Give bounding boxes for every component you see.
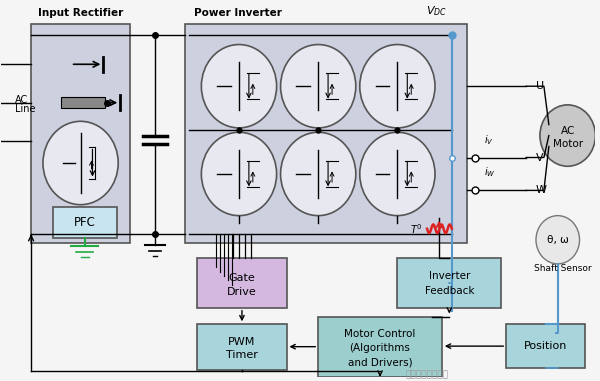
Text: PWM: PWM: [228, 337, 256, 347]
Text: Power Inverter: Power Inverter: [194, 8, 283, 18]
Circle shape: [202, 132, 277, 216]
Bar: [197, 324, 287, 370]
Text: Motor Control: Motor Control: [344, 328, 416, 339]
Text: Gate: Gate: [229, 272, 256, 283]
Bar: [397, 258, 502, 308]
Text: (Algorithms: (Algorithms: [350, 343, 410, 353]
Circle shape: [43, 121, 118, 205]
Text: $T^0$: $T^0$: [410, 222, 422, 236]
Bar: [506, 324, 586, 368]
Text: Shaft Sensor: Shaft Sensor: [534, 264, 592, 273]
Text: $i_W$: $i_W$: [484, 166, 496, 179]
Bar: [53, 207, 117, 238]
Circle shape: [281, 132, 356, 216]
Text: Feedback: Feedback: [425, 286, 474, 296]
Text: and Drivers): and Drivers): [348, 357, 412, 367]
Text: U: U: [536, 81, 544, 91]
Text: AC: AC: [15, 96, 28, 106]
Circle shape: [281, 45, 356, 128]
Circle shape: [202, 45, 277, 128]
Circle shape: [360, 45, 435, 128]
Bar: [318, 317, 442, 377]
Text: AC: AC: [560, 126, 575, 136]
Text: Position: Position: [524, 341, 568, 351]
Text: $i_V$: $i_V$: [484, 133, 494, 147]
Bar: [61, 97, 106, 108]
Circle shape: [540, 105, 595, 166]
Bar: [31, 24, 130, 243]
Text: V: V: [536, 152, 544, 163]
Text: W: W: [536, 186, 547, 195]
Text: θ, ω: θ, ω: [547, 235, 569, 245]
Text: Inverter: Inverter: [428, 272, 470, 282]
Text: PFC: PFC: [74, 216, 95, 229]
Bar: [197, 258, 287, 308]
Circle shape: [536, 216, 580, 264]
Text: Line: Line: [15, 104, 36, 114]
Text: Timer: Timer: [226, 350, 258, 360]
Text: Drive: Drive: [227, 287, 257, 297]
Text: 工业运动控制技术: 工业运动控制技术: [406, 370, 449, 379]
Text: Motor: Motor: [553, 139, 583, 149]
Text: $V_{DC}$: $V_{DC}$: [427, 5, 448, 18]
Circle shape: [360, 132, 435, 216]
Text: Input Rectifier: Input Rectifier: [38, 8, 123, 18]
Bar: [185, 24, 467, 243]
